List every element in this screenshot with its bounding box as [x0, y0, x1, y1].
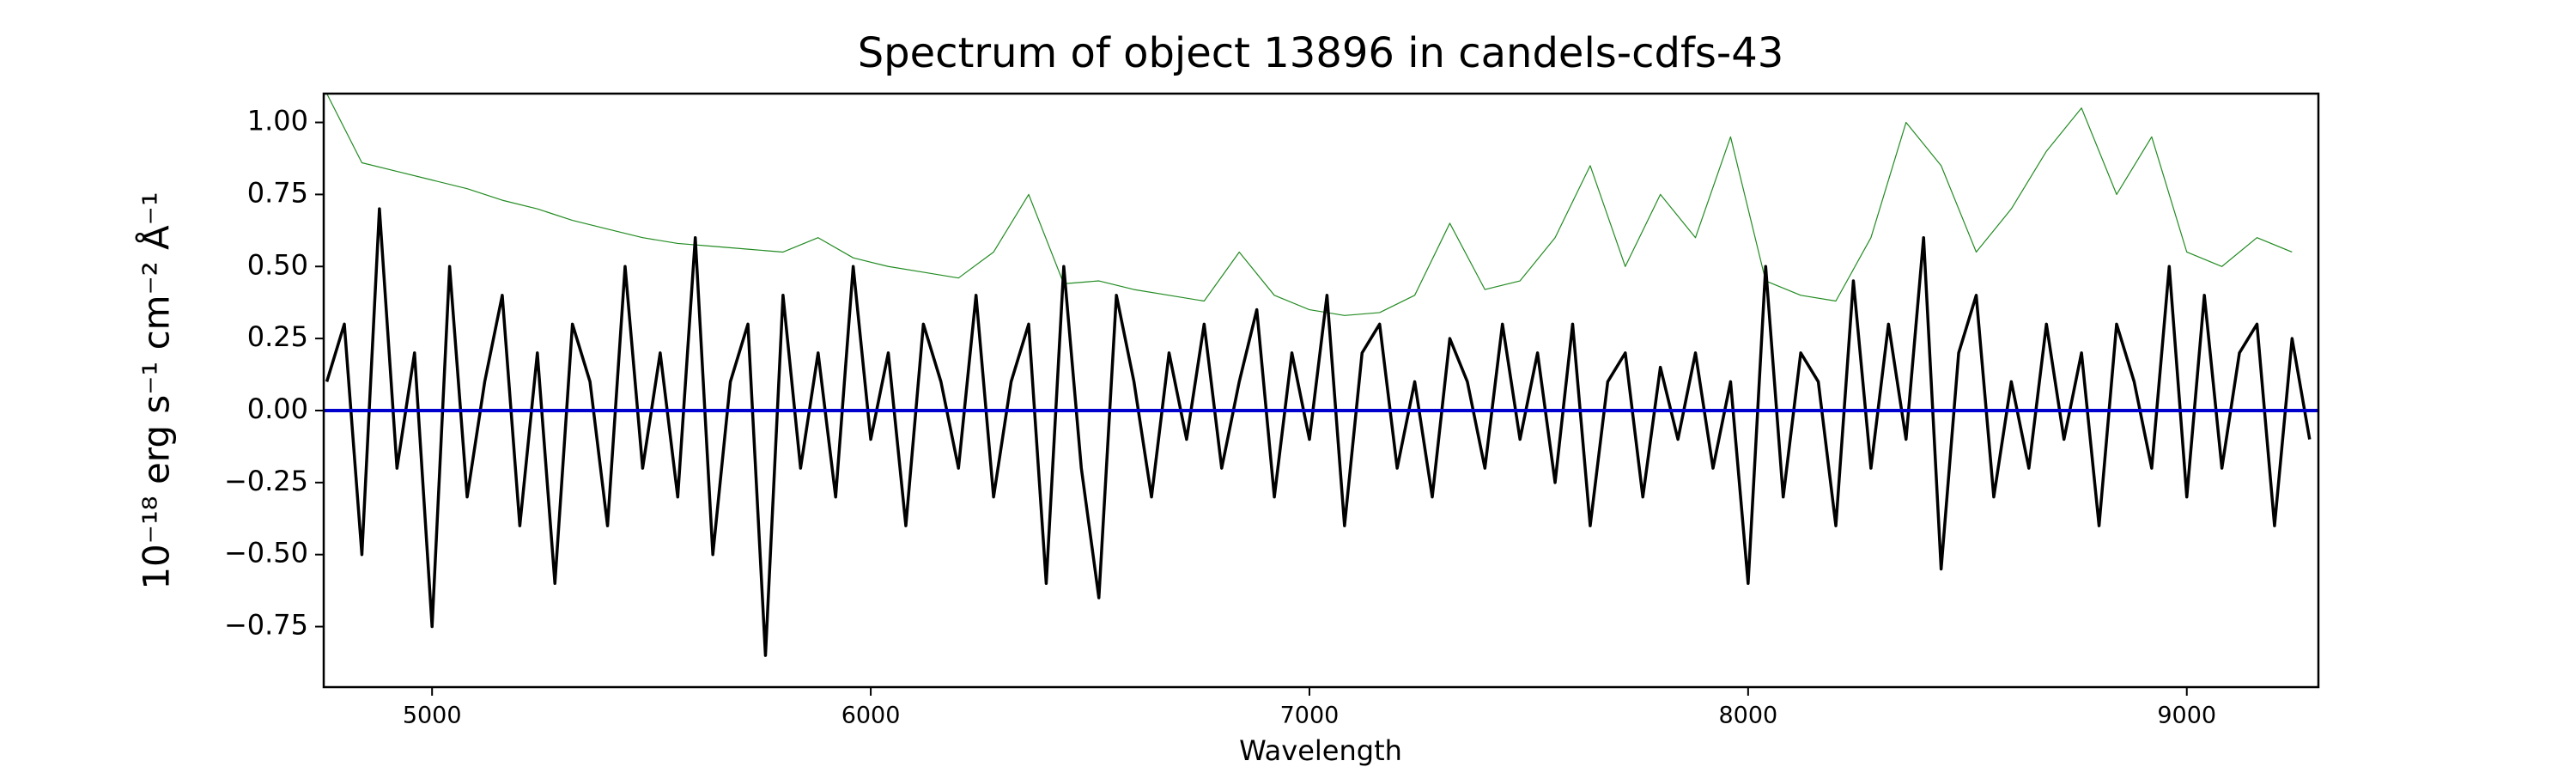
y-tick-label: −0.25 — [224, 465, 308, 497]
y-tick-label: 1.00 — [247, 105, 308, 137]
plot-area — [324, 94, 2318, 657]
y-tick-label: 0.00 — [247, 393, 308, 425]
y-axis-label: 10⁻¹⁸ erg s⁻¹ cm⁻² Å⁻¹ — [135, 192, 178, 589]
series-line — [325, 207, 2312, 657]
x-tick-label: 6000 — [841, 703, 901, 729]
y-tick-label: −0.50 — [224, 537, 308, 569]
x-tick-label: 9000 — [2157, 703, 2216, 729]
x-tick-label: 8000 — [1718, 703, 1777, 729]
x-tick-label: 7000 — [1280, 703, 1340, 729]
x-tick-label: 5000 — [403, 703, 462, 729]
y-tick-label: 0.50 — [247, 248, 308, 281]
y-tick-label: 0.75 — [247, 176, 308, 209]
axes-frame — [322, 92, 2320, 689]
x-axis-label: Wavelength — [1239, 734, 1402, 767]
y-tick-label: 0.25 — [247, 320, 308, 353]
series-line — [326, 94, 2293, 316]
y-tick-label: −0.75 — [224, 609, 308, 642]
chart-title: Spectrum of object 13896 in candels-cdfs… — [858, 29, 1784, 77]
